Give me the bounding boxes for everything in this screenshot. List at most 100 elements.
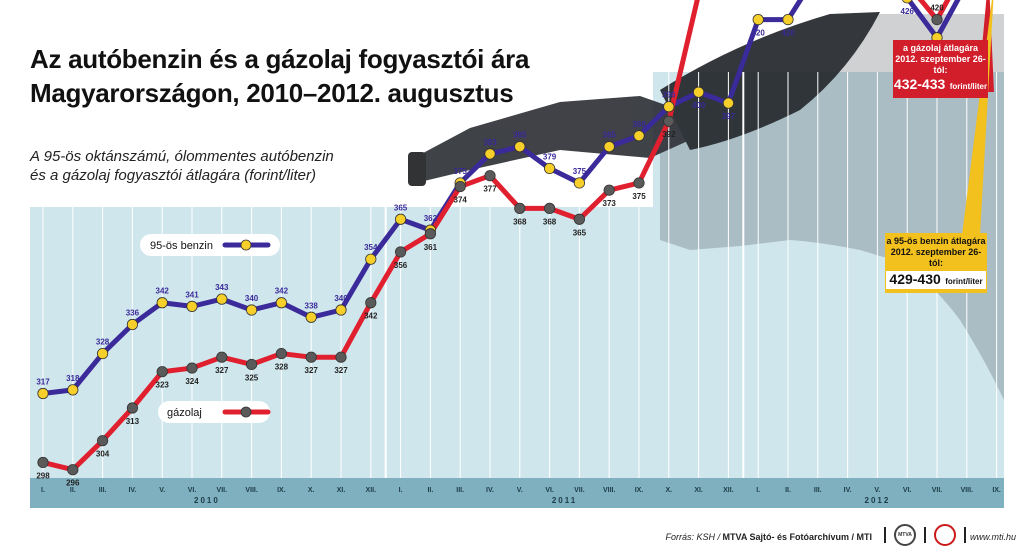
petrol-callout-line1: a 95-ös benzin átlagára — [886, 236, 986, 246]
benzin-data-label: 383 — [483, 138, 497, 147]
benzin-data-label: 396 — [662, 91, 676, 100]
gazolaj-data-label: 374 — [454, 196, 468, 205]
gazolaj-data-label: 327 — [305, 366, 319, 375]
benzin-data-label: 343 — [215, 283, 229, 292]
x-tick-label: V. — [517, 487, 523, 494]
gazolaj-marker — [424, 228, 436, 240]
year-label: 2011 — [552, 496, 577, 505]
gazolaj-marker — [663, 115, 675, 127]
benzin-data-label: 328 — [96, 338, 110, 347]
x-tick-label: XII. — [366, 487, 377, 494]
benzin-marker — [275, 297, 287, 309]
benzin-marker — [97, 347, 109, 360]
benzin-marker — [514, 141, 526, 153]
benzin-marker — [663, 101, 675, 113]
x-tick-label: VI. — [188, 487, 197, 494]
source-prefix: Forrás: KSH / — [665, 532, 723, 542]
benzin-data-label: 341 — [185, 290, 199, 299]
gazolaj-data-label: 392 — [662, 130, 676, 139]
diesel-callout-unit: forint/liter — [949, 82, 988, 91]
x-tick-label: IX. — [635, 487, 644, 494]
x-tick-label: III. — [814, 487, 822, 494]
benzin-legend-pill — [140, 234, 280, 256]
gazolaj-marker — [514, 202, 526, 214]
benzin-data-label: 340 — [334, 294, 348, 303]
year-label: 2012 — [865, 496, 891, 505]
gazolaj-marker — [633, 177, 645, 189]
gazolaj-marker — [216, 351, 228, 363]
benzin-data-label: 379 — [543, 152, 557, 161]
x-tick-label: XI. — [694, 487, 703, 494]
gazolaj-marker — [931, 14, 943, 26]
gazolaj-data-label: 327 — [215, 366, 229, 375]
gazolaj-marker — [37, 456, 49, 469]
benzin-marker — [902, 0, 913, 4]
benzin-marker — [782, 14, 794, 26]
benzin-data-label: 336 — [126, 309, 140, 318]
footer: Forrás: KSH / MTVA Sajtó- és Fotóarchívu… — [0, 521, 1024, 552]
benzin-data-label: 340 — [245, 294, 259, 303]
petrol-callout-value: 429-430 — [889, 271, 941, 287]
gazolaj-data-label: 368 — [513, 217, 527, 226]
mti-logo-icon — [934, 524, 956, 546]
gazolaj-data-label: 373 — [603, 199, 617, 208]
mtva-logo-icon: MTVA — [894, 524, 916, 546]
gazolaj-data-label: 420 — [930, 4, 944, 13]
benzin-data-label: 397 — [722, 112, 736, 121]
x-tick-label: VII. — [932, 487, 943, 494]
benzin-data-label: 362 — [424, 214, 438, 223]
x-tick-label: II. — [785, 487, 791, 494]
x-tick-label: II. — [70, 487, 76, 494]
benzin-marker — [186, 300, 198, 312]
series-markers — [37, 0, 943, 476]
x-tick-label: VII. — [574, 487, 585, 494]
benzin-marker — [603, 141, 615, 153]
gazolaj-marker — [543, 202, 556, 214]
gazolaj-data-label: 304 — [96, 450, 110, 459]
x-tick-label: IV. — [128, 487, 136, 494]
gazolaj-data-label: 375 — [632, 192, 646, 201]
gazolaj-marker — [603, 184, 615, 196]
benzin-marker — [543, 162, 556, 175]
x-tick-label: IX. — [277, 487, 286, 494]
gazolaj-marker — [454, 180, 466, 193]
benzin-data-label: 338 — [305, 301, 319, 310]
gazolaj-data-label: 296 — [66, 479, 80, 488]
gazolaj-marker — [246, 358, 258, 371]
x-tick-label: X. — [665, 487, 672, 494]
x-tick-label: I. — [41, 487, 45, 494]
benzin-data-label: 430 — [960, 0, 974, 1]
website-link[interactable]: www.mti.hu — [969, 532, 1016, 542]
benzin-data-label: 354 — [364, 243, 378, 252]
benzin-marker — [365, 253, 377, 265]
benzin-marker — [335, 304, 347, 316]
chart-subtitle: A 95-ös oktánszámú, ólommentes autóbenzi… — [30, 148, 334, 184]
benzin-marker — [722, 97, 735, 109]
gazolaj-marker — [156, 366, 168, 378]
price-line-chart: I. II. III. IV. V. VI. VII. VIII. IX. X. XI. XII. I.… — [30, 0, 1004, 508]
x-tick-label: IX. — [992, 487, 1001, 494]
x-tick-label: III. — [456, 487, 464, 494]
petrol-callout-box: 429-430 forint/liter — [886, 271, 986, 289]
gazolaj-data-label: 361 — [424, 243, 438, 252]
gazolaj-marker — [335, 351, 347, 363]
benzin-marker — [752, 14, 764, 26]
source-organization: MTVA Sajtó- és Fotóarchívum / MTI — [722, 532, 872, 542]
gazolaj-data-label: 328 — [275, 363, 289, 372]
benzin-data-label: 375 — [573, 167, 587, 176]
gazolaj-marker — [97, 435, 109, 447]
gazolaj-data-label: 325 — [245, 373, 259, 382]
x-tick-label: I. — [756, 487, 760, 494]
x-tick-label: XII. — [723, 487, 734, 494]
gazolaj-data-label: 298 — [36, 471, 50, 480]
gazolaj-data-label: 327 — [334, 366, 348, 375]
benzin-data-label: 318 — [66, 374, 80, 383]
benzin-marker — [484, 148, 496, 160]
benzin-data-label: 426 — [901, 7, 915, 16]
gazolaj-marker — [186, 362, 198, 374]
benzin-marker — [692, 86, 705, 98]
gazolaj-marker — [67, 464, 79, 476]
benzin-legend-marker — [240, 239, 252, 251]
gazolaj-legend-label: gázolaj — [167, 407, 202, 419]
gazolaj-legend-marker — [240, 406, 252, 418]
